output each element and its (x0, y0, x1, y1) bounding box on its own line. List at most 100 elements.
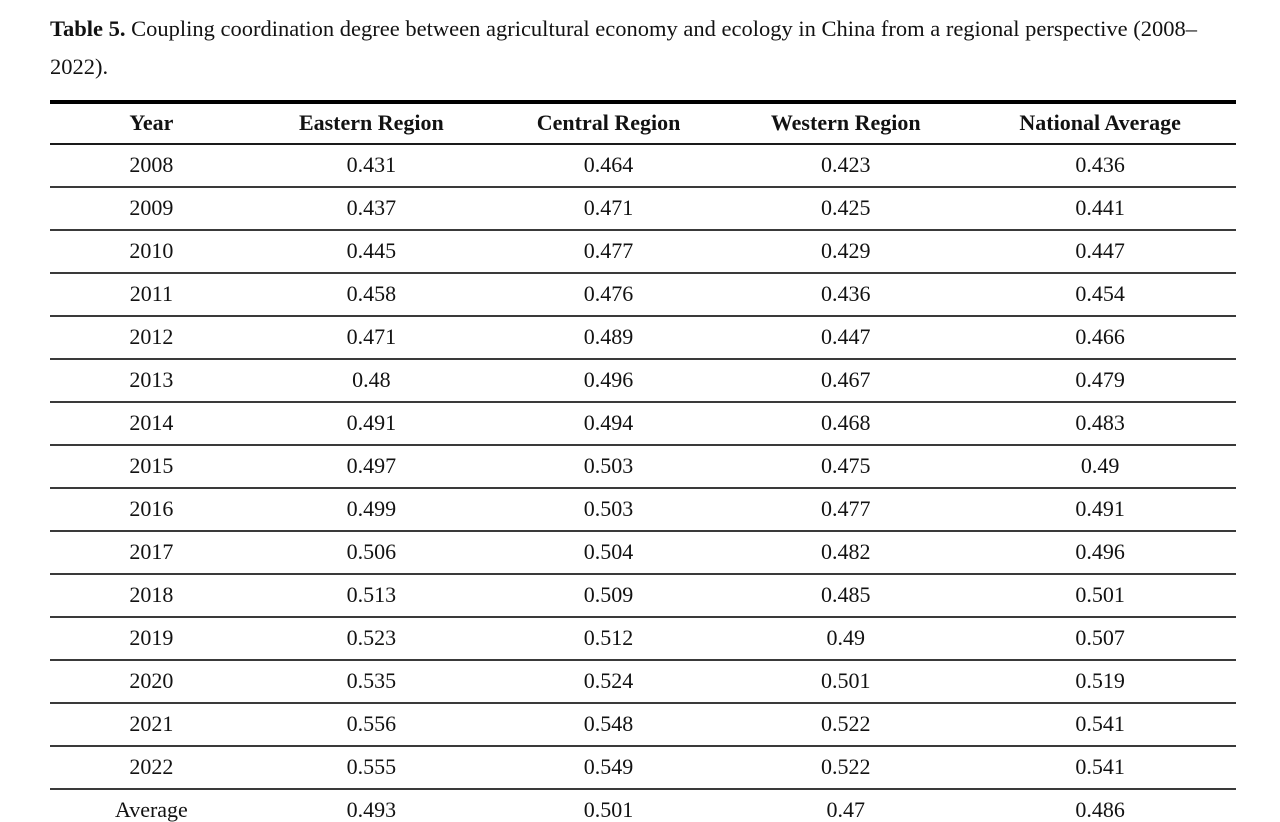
value-cell: 0.548 (489, 702, 728, 747)
value-cell: 0.486 (1075, 796, 1125, 822)
value-cell: 0.493 (346, 796, 397, 822)
row-label-cell: 2019 (50, 616, 253, 661)
table-row: 2014 0.491 0.494 0.468 0.483 (50, 401, 1236, 446)
table-row: 2021 0.556 0.548 0.522 0.541 (50, 702, 1236, 747)
table-row: Average 0.493 0.501 0.47 0.486 (50, 789, 1236, 822)
value-cell: 0.506 (252, 530, 490, 575)
value-cell: 0.447 (964, 229, 1236, 274)
table-caption-label: Table 5. (50, 16, 126, 41)
table-row: 2009 0.437 0.471 0.425 0.441 (50, 186, 1236, 231)
value-cell: 0.512 (489, 616, 728, 661)
value-cell: 0.454 (964, 272, 1236, 317)
row-label-cell: 2008 (50, 143, 253, 188)
value-cell: 0.501 (964, 573, 1236, 618)
table-row: 2019 0.523 0.512 0.49 0.507 (50, 616, 1236, 661)
value-cell: 0.47 (826, 796, 865, 822)
value-cell: 0.541 (964, 702, 1236, 747)
row-label-cell: 2010 (50, 229, 253, 274)
row-label-cell: 2012 (50, 315, 253, 360)
value-cell: 0.501 (583, 796, 634, 822)
value-cell: 0.513 (252, 573, 490, 618)
table-header: Year Eastern Region Central Region Western … (50, 101, 1236, 145)
value-cell: 0.535 (252, 659, 490, 704)
value-cell: 0.507 (964, 616, 1236, 661)
value-cell: 0.503 (489, 444, 728, 489)
value-cell: 0.491 (964, 487, 1236, 532)
value-cell: 0.49 (727, 616, 965, 661)
value-cell: 0.471 (252, 315, 490, 360)
row-label-cell: 2011 (50, 272, 253, 317)
value-cell: 0.475 (727, 444, 965, 489)
value-cell: 0.522 (727, 745, 965, 790)
value-cell: 0.482 (727, 530, 965, 575)
value-cell: 0.436 (727, 272, 965, 317)
coupling-coordination-table: Year Eastern Region Central Region Western … (50, 99, 1236, 822)
value-cell: 0.437 (252, 186, 490, 231)
value-cell: 0.429 (727, 229, 965, 274)
row-label-cell: 2021 (50, 702, 253, 747)
column-header: National Average (964, 101, 1236, 145)
column-header: Year (50, 101, 253, 145)
value-cell: 0.489 (489, 315, 728, 360)
value-cell: 0.436 (964, 143, 1236, 188)
value-cell: 0.431 (252, 143, 490, 188)
table-header-row: Year Eastern Region Central Region Western … (50, 101, 1236, 145)
table-row: 2018 0.513 0.509 0.485 0.501 (50, 573, 1236, 618)
value-cell: 0.556 (252, 702, 490, 747)
value-cell: 0.496 (489, 358, 728, 403)
value-cell: 0.476 (489, 272, 728, 317)
value-cell: 0.494 (489, 401, 728, 446)
table-row: 2022 0.555 0.549 0.522 0.541 (50, 745, 1236, 790)
row-label-cell: 2009 (50, 186, 253, 231)
value-cell: 0.491 (252, 401, 490, 446)
value-cell: 0.522 (727, 702, 965, 747)
row-label-cell: 2013 (50, 358, 253, 403)
row-label-cell: Average (114, 796, 188, 822)
value-cell: 0.509 (489, 573, 728, 618)
value-cell: 0.499 (252, 487, 490, 532)
table-row: 2017 0.506 0.504 0.482 0.496 (50, 530, 1236, 575)
value-cell: 0.504 (489, 530, 728, 575)
table-caption: Table 5. Coupling coordination degree be… (50, 10, 1236, 86)
value-cell: 0.423 (727, 143, 965, 188)
table-row: 2008 0.431 0.464 0.423 0.436 (50, 143, 1236, 188)
value-cell: 0.49 (964, 444, 1236, 489)
table-row: 2011 0.458 0.476 0.436 0.454 (50, 272, 1236, 317)
value-cell: 0.464 (489, 143, 728, 188)
value-cell: 0.503 (489, 487, 728, 532)
value-cell: 0.485 (727, 573, 965, 618)
value-cell: 0.441 (964, 186, 1236, 231)
value-cell: 0.496 (964, 530, 1236, 575)
table-row: 2020 0.535 0.524 0.501 0.519 (50, 659, 1236, 704)
value-cell: 0.483 (964, 401, 1236, 446)
value-cell: 0.523 (252, 616, 490, 661)
value-cell: 0.471 (489, 186, 728, 231)
row-label-cell: 2020 (50, 659, 253, 704)
row-label-cell: 2015 (50, 444, 253, 489)
table-caption-text: Coupling coordination degree between agr… (50, 16, 1197, 79)
value-cell: 0.555 (252, 745, 490, 790)
column-header: Central Region (489, 101, 728, 145)
table-row: 2012 0.471 0.489 0.447 0.466 (50, 315, 1236, 360)
row-label-cell: 2016 (50, 487, 253, 532)
value-cell: 0.425 (727, 186, 965, 231)
table-row: 2015 0.497 0.503 0.475 0.49 (50, 444, 1236, 489)
row-label-cell: 2014 (50, 401, 253, 446)
value-cell: 0.477 (489, 229, 728, 274)
value-cell: 0.48 (252, 358, 490, 403)
value-cell: 0.497 (252, 444, 490, 489)
value-cell: 0.477 (727, 487, 965, 532)
row-label-cell: 2022 (50, 745, 253, 790)
value-cell: 0.466 (964, 315, 1236, 360)
value-cell: 0.458 (252, 272, 490, 317)
row-label-cell: 2018 (50, 573, 253, 618)
table-body: 2008 0.431 0.464 0.423 0.436 2009 0.437 0.471 0.… (50, 143, 1236, 822)
table-row: 2010 0.445 0.477 0.429 0.447 (50, 229, 1236, 274)
value-cell: 0.467 (727, 358, 965, 403)
column-header: Western Region (727, 101, 965, 145)
value-cell: 0.541 (964, 745, 1236, 790)
column-header: Eastern Region (252, 101, 490, 145)
value-cell: 0.549 (489, 745, 728, 790)
value-cell: 0.501 (727, 659, 965, 704)
